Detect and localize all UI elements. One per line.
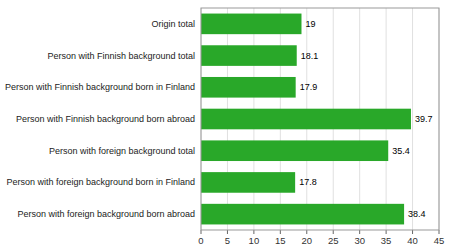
tick-mark — [439, 230, 440, 234]
tick-label: 15 — [275, 235, 286, 246]
data-label: 39.7 — [415, 114, 433, 124]
grid-line — [412, 8, 413, 230]
tick-mark — [280, 230, 281, 234]
category-label: Person with Finnish background born abro… — [16, 114, 195, 124]
data-label: 38.4 — [408, 209, 426, 219]
category-label: Person with foreign background total — [49, 146, 195, 156]
tick-label: 5 — [225, 235, 230, 246]
tick-mark — [412, 230, 413, 234]
category-label: Person with Finnish background total — [47, 51, 195, 61]
data-label: 18.1 — [301, 51, 319, 61]
tick-mark — [359, 230, 360, 234]
tick-label: 35 — [381, 235, 392, 246]
bars — [201, 14, 411, 225]
x-axis: 0 5 10 15 20 25 30 35 40 45 — [198, 230, 444, 246]
bar — [201, 77, 296, 98]
tick-mark — [201, 230, 202, 234]
category-label: Person with foreign background born in F… — [6, 177, 195, 187]
plot-frame — [201, 8, 439, 230]
data-label: 17.9 — [300, 82, 318, 92]
category-label: Person with foreign background born abro… — [17, 209, 195, 219]
bar — [201, 204, 404, 225]
tick-label: 45 — [434, 235, 445, 246]
data-label: 35.4 — [392, 146, 410, 156]
chart: Person with foreign background born abro… — [0, 0, 453, 252]
tick-label: 10 — [249, 235, 260, 246]
tick-mark — [386, 230, 387, 234]
tick-label: 25 — [328, 235, 339, 246]
tick-label: 40 — [407, 235, 418, 246]
bar — [201, 140, 388, 161]
data-labels: 38.4 17.8 35.4 39.7 17.9 18.1 19 — [299, 19, 432, 219]
tick-mark — [306, 230, 307, 234]
tick-mark — [227, 230, 228, 234]
category-label: Person with Finnish background born in F… — [5, 82, 195, 92]
bar — [201, 172, 295, 193]
bar — [201, 45, 297, 66]
grid — [201, 8, 439, 230]
tick-label: 20 — [301, 235, 312, 246]
bar — [201, 14, 301, 35]
tick-label: 0 — [198, 235, 203, 246]
category-label: Origin total — [151, 19, 195, 29]
data-label: 17.8 — [299, 177, 317, 187]
bar — [201, 109, 411, 130]
data-label: 19 — [305, 19, 315, 29]
tick-label: 30 — [354, 235, 365, 246]
tick-mark — [253, 230, 254, 234]
tick-mark — [333, 230, 334, 234]
